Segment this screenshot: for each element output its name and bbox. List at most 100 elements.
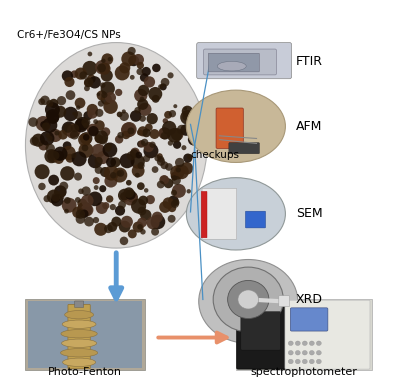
Point [129, 231, 135, 237]
Point [164, 112, 171, 118]
Point [132, 113, 139, 119]
Point [127, 128, 134, 134]
Point [131, 149, 138, 155]
Point [85, 80, 91, 86]
Point [106, 56, 113, 62]
Point [137, 183, 144, 189]
Point [149, 142, 155, 148]
Point [136, 69, 143, 75]
Point [83, 135, 89, 141]
Point [95, 147, 102, 154]
Point [134, 172, 140, 178]
Text: checkups: checkups [190, 150, 239, 160]
Point [83, 85, 90, 91]
Point [171, 132, 178, 138]
Point [89, 126, 96, 133]
Point [187, 130, 194, 136]
FancyBboxPatch shape [196, 42, 291, 79]
Point [105, 226, 112, 232]
Point [103, 96, 109, 102]
Point [102, 129, 109, 135]
Point [75, 112, 81, 118]
Ellipse shape [62, 339, 96, 348]
Point [138, 96, 145, 102]
Point [161, 130, 168, 136]
Point [107, 95, 114, 101]
Point [100, 58, 107, 64]
Point [98, 92, 105, 99]
Point [169, 111, 175, 117]
Point [161, 133, 167, 139]
Point [79, 121, 85, 127]
Point [182, 114, 189, 120]
Point [106, 196, 113, 202]
Circle shape [301, 350, 306, 355]
FancyBboxPatch shape [216, 108, 243, 148]
FancyBboxPatch shape [208, 53, 259, 72]
Point [95, 158, 102, 164]
Point [152, 229, 158, 235]
Point [192, 130, 199, 136]
Point [134, 107, 140, 113]
Point [78, 188, 84, 194]
Ellipse shape [25, 42, 206, 248]
Point [102, 169, 108, 175]
Point [83, 147, 89, 153]
Point [128, 153, 134, 159]
Point [88, 76, 94, 82]
Point [175, 188, 182, 194]
Circle shape [316, 359, 320, 364]
Point [31, 138, 38, 144]
Point [42, 97, 48, 104]
Text: XRD: XRD [295, 293, 322, 306]
Point [83, 134, 89, 140]
Point [116, 170, 122, 176]
Circle shape [309, 341, 313, 346]
Point [110, 172, 116, 178]
Point [48, 153, 55, 159]
Point [153, 65, 159, 71]
Point [178, 169, 184, 175]
Text: AFM: AFM [295, 120, 321, 133]
Point [66, 79, 73, 85]
Point [140, 74, 147, 81]
Point [147, 148, 154, 154]
Point [185, 188, 192, 194]
Circle shape [287, 359, 292, 364]
Point [71, 71, 78, 77]
Point [167, 140, 173, 146]
Point [137, 141, 143, 147]
Point [59, 190, 66, 196]
Point [86, 65, 93, 71]
Point [58, 194, 65, 200]
Point [157, 181, 164, 188]
Point [38, 183, 45, 189]
Point [139, 229, 146, 235]
Point [150, 220, 156, 226]
Point [66, 155, 73, 161]
Point [135, 57, 141, 63]
Point [67, 92, 74, 98]
Point [165, 200, 171, 206]
Point [107, 104, 114, 110]
Point [171, 103, 178, 109]
Point [138, 219, 145, 225]
Point [30, 119, 36, 125]
Point [157, 159, 164, 165]
FancyBboxPatch shape [284, 300, 369, 369]
Circle shape [309, 350, 313, 355]
Point [44, 196, 50, 202]
Point [70, 128, 77, 134]
Point [180, 145, 187, 151]
Point [60, 183, 67, 189]
Point [107, 159, 114, 165]
Point [119, 70, 125, 76]
Ellipse shape [64, 311, 93, 319]
Point [70, 152, 77, 159]
Point [50, 100, 57, 107]
Point [105, 143, 112, 149]
Point [46, 100, 53, 107]
Point [64, 197, 71, 204]
Point [85, 113, 91, 119]
Point [167, 128, 173, 134]
